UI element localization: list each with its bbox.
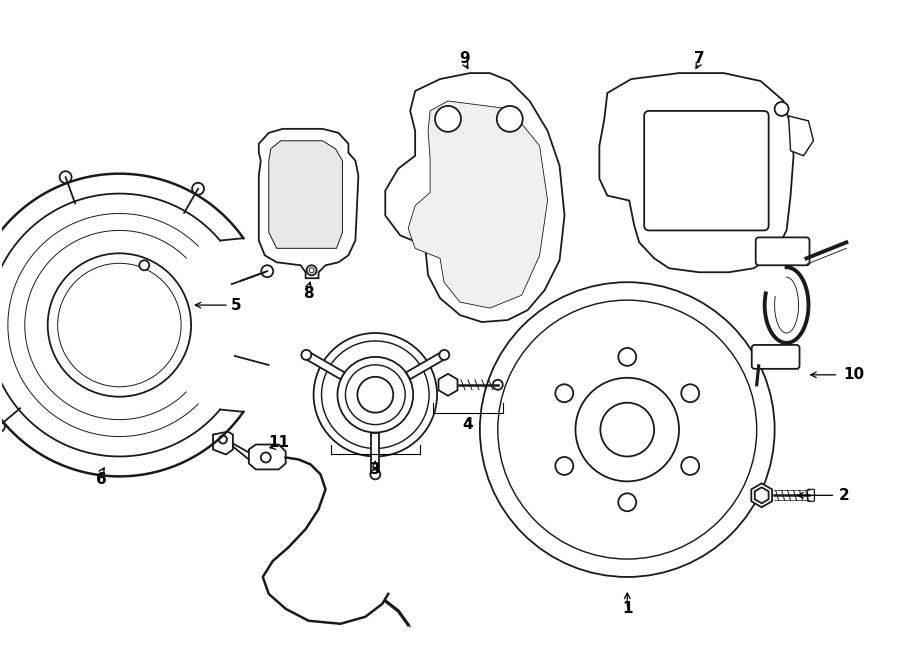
Circle shape [555,384,573,402]
Polygon shape [438,374,457,396]
Text: 8: 8 [303,286,314,301]
Circle shape [435,106,461,132]
Text: 9: 9 [460,51,470,65]
Circle shape [775,102,788,116]
Text: 5: 5 [230,297,241,313]
Polygon shape [409,101,547,308]
Text: 7: 7 [694,51,705,65]
Polygon shape [755,487,769,503]
Polygon shape [248,444,285,469]
Circle shape [618,348,636,366]
Circle shape [618,493,636,511]
Circle shape [302,350,311,360]
Text: 10: 10 [843,368,865,382]
Polygon shape [788,116,814,156]
Circle shape [48,253,191,397]
FancyBboxPatch shape [752,345,799,369]
Polygon shape [259,129,358,278]
FancyBboxPatch shape [644,111,769,231]
Polygon shape [213,432,233,455]
Circle shape [681,384,699,402]
Circle shape [261,265,274,277]
Polygon shape [406,352,446,379]
Circle shape [370,469,381,479]
Circle shape [0,420,4,432]
FancyBboxPatch shape [807,489,815,501]
Circle shape [261,453,271,463]
Text: 2: 2 [839,488,849,503]
Circle shape [59,171,72,183]
Polygon shape [304,352,345,379]
Circle shape [497,106,523,132]
Circle shape [493,380,503,390]
Text: 6: 6 [96,472,107,487]
Circle shape [346,365,405,424]
Circle shape [192,183,204,195]
Circle shape [681,457,699,475]
Circle shape [321,341,429,449]
Polygon shape [752,483,772,507]
Circle shape [307,265,317,275]
Circle shape [357,377,393,412]
Text: 3: 3 [370,462,381,477]
Circle shape [219,436,227,444]
FancyBboxPatch shape [756,237,809,265]
Text: 4: 4 [463,417,473,432]
Text: 1: 1 [622,602,633,616]
Circle shape [555,457,573,475]
Circle shape [313,333,437,457]
Polygon shape [372,432,379,475]
Polygon shape [599,73,794,272]
Polygon shape [269,141,343,249]
Circle shape [140,260,149,270]
Circle shape [338,357,413,432]
Text: 11: 11 [268,435,289,450]
Polygon shape [385,73,564,322]
Circle shape [439,350,449,360]
